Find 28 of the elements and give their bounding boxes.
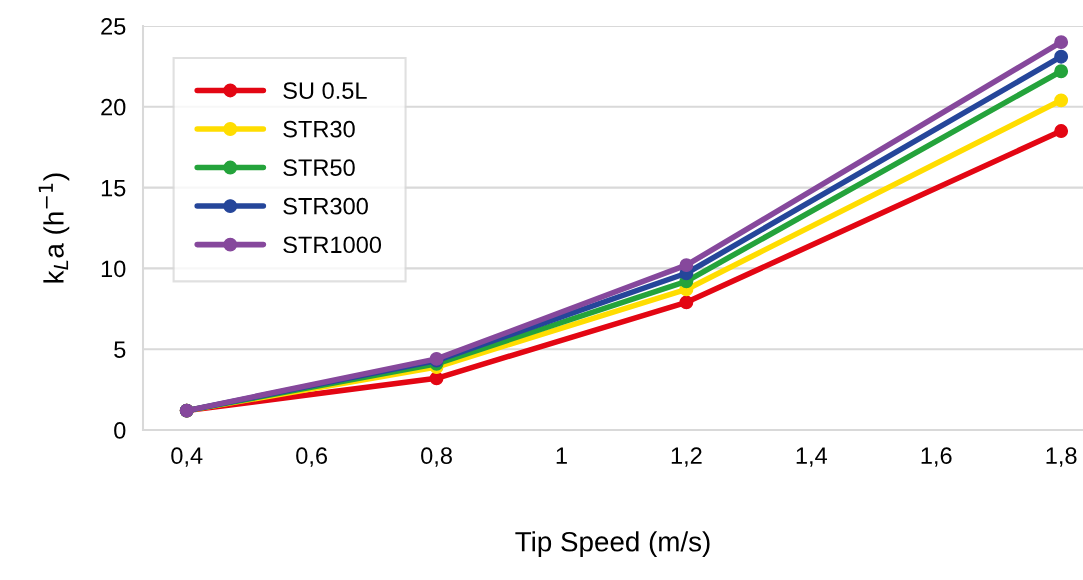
legend-label: STR300: [283, 197, 368, 215]
x-tick-label: 0,6: [296, 447, 328, 467]
point: [679, 295, 694, 310]
y-axis-title: k$_{L}$a (h$^{−1}$): [38, 173, 70, 283]
point: [1054, 93, 1069, 108]
y-tick-label: 10: [101, 260, 126, 278]
x-tick-label: 1,4: [796, 447, 828, 467]
x-tick-label: 0,8: [421, 447, 452, 467]
y-tick-label: 0: [114, 422, 126, 439]
x-tick-label: 1,8: [1046, 447, 1077, 467]
x-tick-label: 1,6: [921, 447, 952, 467]
legend-label: SU 0.5L: [283, 82, 367, 99]
point: [679, 258, 694, 273]
point: [1054, 49, 1069, 64]
point: [1054, 124, 1069, 138]
point: [1054, 35, 1069, 50]
y-tick-label: 25: [101, 18, 126, 35]
x-axis-title: Tip Speed (m/s): [515, 531, 710, 558]
y-tick-label: 5: [114, 341, 126, 358]
x-tick-label: 0,4: [171, 447, 203, 467]
x-tick-label: 1: [556, 447, 567, 464]
y-tick-label: 15: [101, 179, 126, 197]
y-tick-label: 20: [101, 98, 126, 116]
x-tick-label: 1,2: [671, 447, 702, 467]
legend-label: STR50: [283, 159, 355, 177]
point: [1054, 64, 1069, 79]
legend-label: STR30: [283, 120, 355, 138]
legend-label: STR1000: [283, 236, 382, 254]
